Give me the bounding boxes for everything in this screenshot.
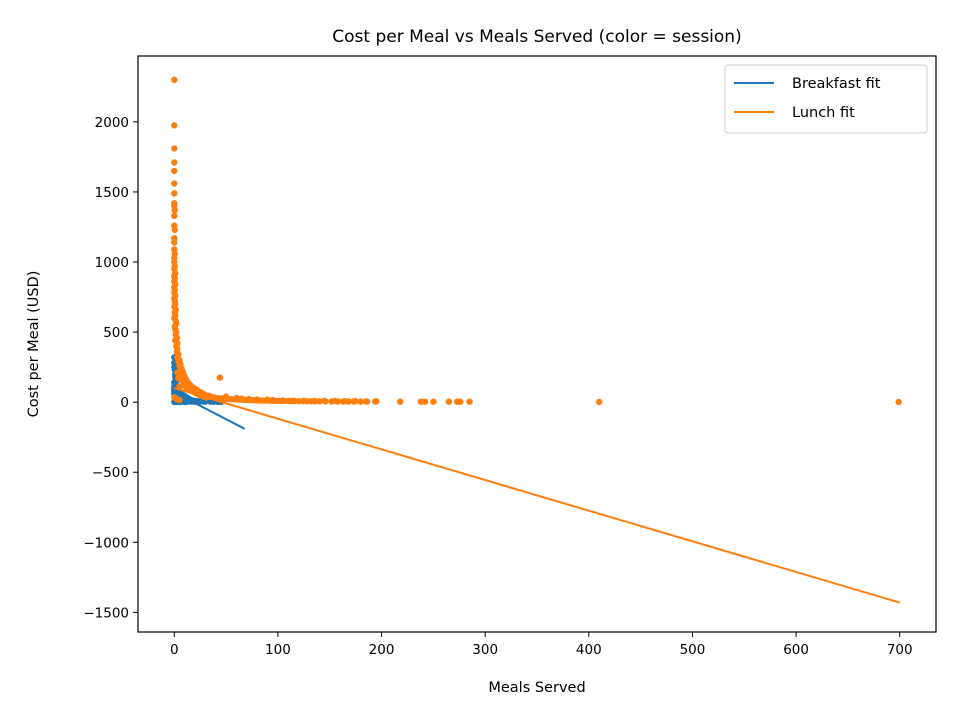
x-tick-label: 100 (265, 642, 291, 658)
x-tick-label: 400 (576, 642, 602, 658)
lunch-point (171, 159, 178, 166)
x-axis-title: Meals Served (488, 680, 585, 696)
chart-title: Cost per Meal vs Meals Served (color = s… (332, 27, 741, 47)
lunch-point (245, 395, 253, 403)
lunch-point (171, 190, 178, 197)
lunch-point (171, 76, 178, 84)
lunch-point (171, 167, 178, 175)
lunch-point (290, 397, 297, 404)
y-tick-label: 0 (120, 395, 129, 411)
breakfast-point (182, 398, 189, 406)
x-tick-label: 0 (170, 642, 179, 658)
y-tick-label: −500 (92, 465, 129, 481)
legend-label: Lunch fit (792, 105, 855, 121)
lunch-point (238, 395, 245, 402)
lunch-point (171, 145, 178, 152)
lunch-point (373, 398, 380, 405)
lunch-point (362, 398, 370, 405)
lunch-point (430, 398, 437, 405)
legend-box (724, 64, 928, 134)
lunch-point (171, 226, 178, 233)
lunch-point (331, 397, 339, 405)
x-tick-label: 500 (680, 642, 706, 658)
x-axis: 0 100 200 300 400 500 600 700 (170, 632, 913, 658)
lunch-point (264, 396, 271, 403)
x-tick-label: 200 (369, 642, 395, 658)
lunch-point (279, 397, 287, 404)
x-tick-label: 700 (887, 642, 913, 658)
lunch-point (300, 397, 307, 404)
lunch-point (171, 239, 178, 246)
lunch-point (216, 374, 224, 381)
y-tick-label: 1500 (95, 185, 129, 201)
lunch-point (357, 398, 364, 405)
y-axis-title: Cost per Meal (USD) (26, 271, 42, 418)
lunch-point (421, 398, 429, 405)
lunch-point (316, 398, 323, 405)
lunch-point (895, 398, 902, 406)
lunch-point (171, 122, 178, 129)
x-tick-label: 600 (783, 642, 809, 658)
lunch-point (397, 398, 404, 405)
lunch-point (254, 396, 261, 403)
lunch-point (233, 394, 240, 402)
legend: Breakfast fit Lunch fit (724, 64, 928, 134)
lunch-point (171, 207, 178, 214)
lunch-point (311, 397, 318, 405)
lunch-point (171, 212, 178, 219)
y-tick-label: 500 (103, 325, 129, 341)
breakfast-fit-line (173, 391, 246, 430)
lunch-point (342, 398, 349, 405)
y-tick-label: −1500 (83, 605, 129, 621)
plot-frame (137, 55, 937, 633)
lunch-point (352, 398, 359, 405)
lunch-point (457, 398, 464, 405)
plot-area (171, 76, 902, 604)
lunch-point (176, 396, 183, 404)
y-axis: −1500 −1000 −500 0 500 1000 1500 2000 (83, 115, 138, 621)
lunch-fit-line (174, 387, 900, 604)
x-tick-label: 300 (472, 642, 498, 658)
lunch-point (466, 398, 473, 405)
y-tick-label: 2000 (95, 115, 129, 131)
y-tick-label: 1000 (95, 255, 129, 271)
lunch-point (222, 393, 230, 400)
lunch-point (445, 398, 453, 405)
legend-label: Breakfast fit (792, 76, 881, 92)
y-tick-label: −1000 (83, 535, 129, 551)
lunch-point (596, 398, 603, 406)
lunch-point (171, 180, 178, 187)
lunch-point (269, 396, 276, 404)
lunch-point (321, 397, 328, 405)
